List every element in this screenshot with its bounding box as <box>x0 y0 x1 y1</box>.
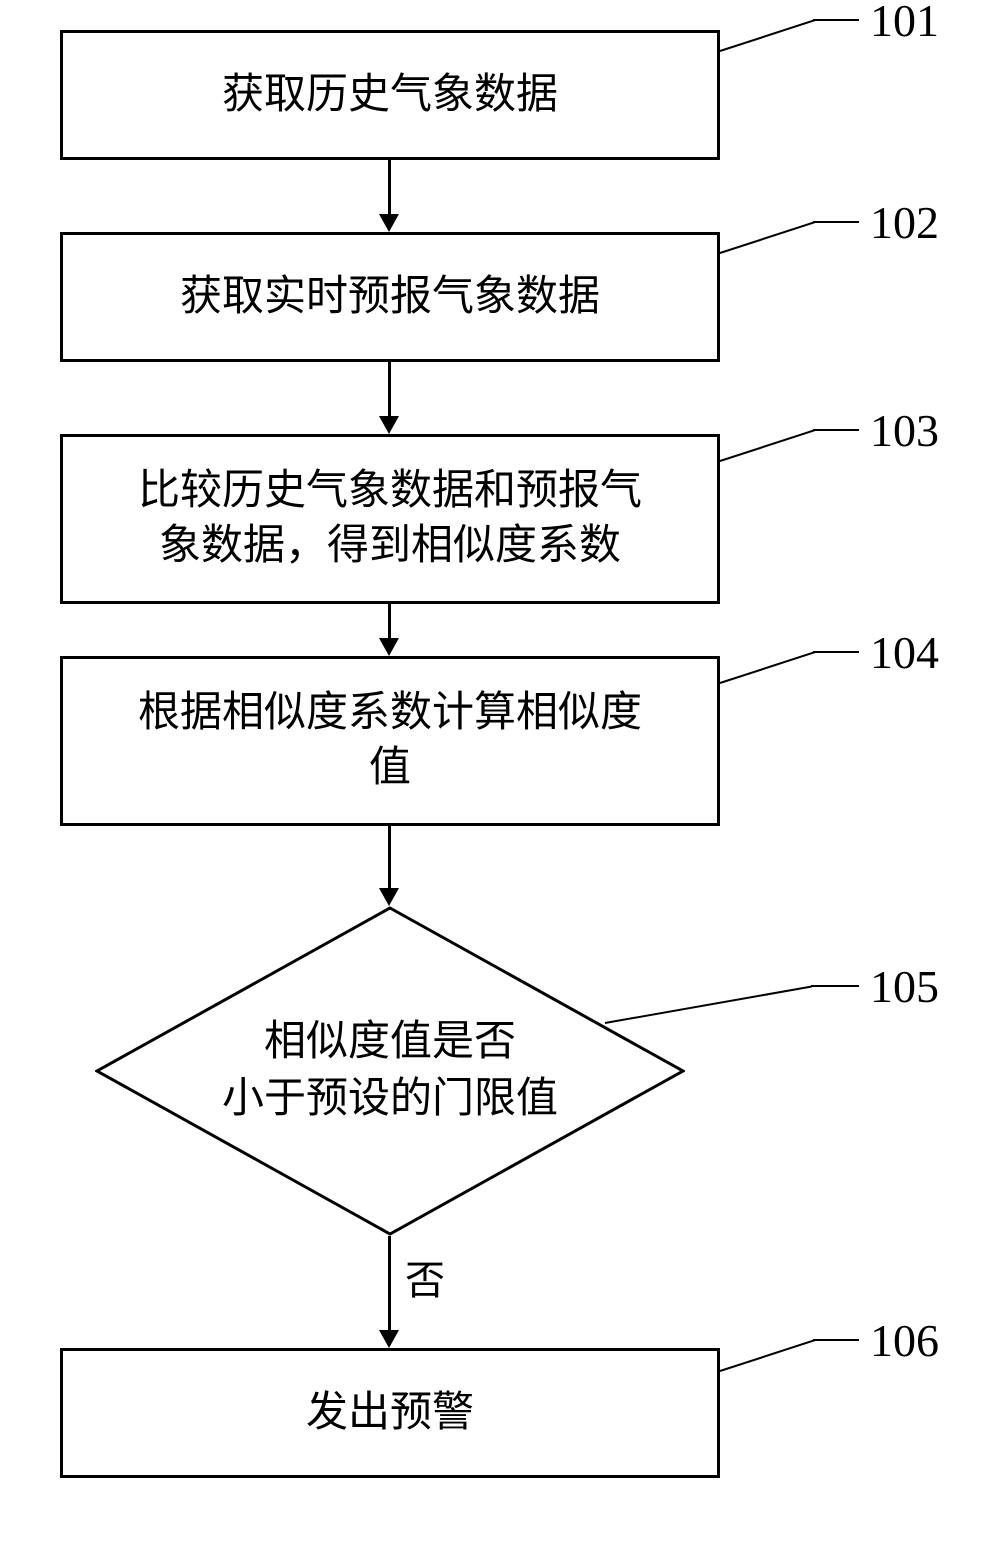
arrow <box>388 826 391 888</box>
step-label-103: 103 <box>870 404 939 457</box>
decision-box-105: 相似度值是否小于预设的门限值 <box>95 906 685 1236</box>
process-text: 根据相似度系数计算相似度值 <box>126 678 654 803</box>
arrow-head <box>379 1330 399 1348</box>
arrow-head <box>379 888 399 906</box>
step-label-102: 102 <box>870 196 939 249</box>
leader-line <box>720 429 816 462</box>
leader-line <box>813 221 859 223</box>
leader-line <box>813 651 859 653</box>
arrow <box>388 362 391 416</box>
arrow <box>388 160 391 214</box>
process-text: 获取实时预报气象数据 <box>168 262 612 333</box>
leader-line <box>813 429 859 431</box>
leader-line <box>720 651 816 684</box>
process-text: 获取历史气象数据 <box>210 60 570 131</box>
step-label-104: 104 <box>870 626 939 679</box>
branch-label-no: 否 <box>405 1248 445 1306</box>
process-box-101: 获取历史气象数据 <box>60 30 720 160</box>
leader-line <box>811 985 859 987</box>
process-text: 比较历史气象数据和预报气象数据，得到相似度系数 <box>126 456 654 581</box>
leader-line <box>813 1339 859 1341</box>
leader-line <box>813 19 859 21</box>
process-box-104: 根据相似度系数计算相似度值 <box>60 656 720 826</box>
leader-line <box>720 1339 816 1372</box>
decision-text: 相似度值是否小于预设的门限值 <box>222 1014 558 1127</box>
arrow <box>388 1236 391 1330</box>
process-box-103: 比较历史气象数据和预报气象数据，得到相似度系数 <box>60 434 720 604</box>
arrow <box>388 604 391 638</box>
arrow-head <box>379 638 399 656</box>
leader-line <box>720 19 816 52</box>
leader-line <box>720 221 816 254</box>
arrow-head <box>379 416 399 434</box>
step-label-101: 101 <box>870 0 939 47</box>
step-label-105: 105 <box>870 960 939 1013</box>
step-label-106: 106 <box>870 1314 939 1367</box>
process-box-102: 获取实时预报气象数据 <box>60 232 720 362</box>
process-text: 发出预警 <box>294 1378 486 1449</box>
process-box-106: 发出预警 <box>60 1348 720 1478</box>
arrow-head <box>379 214 399 232</box>
